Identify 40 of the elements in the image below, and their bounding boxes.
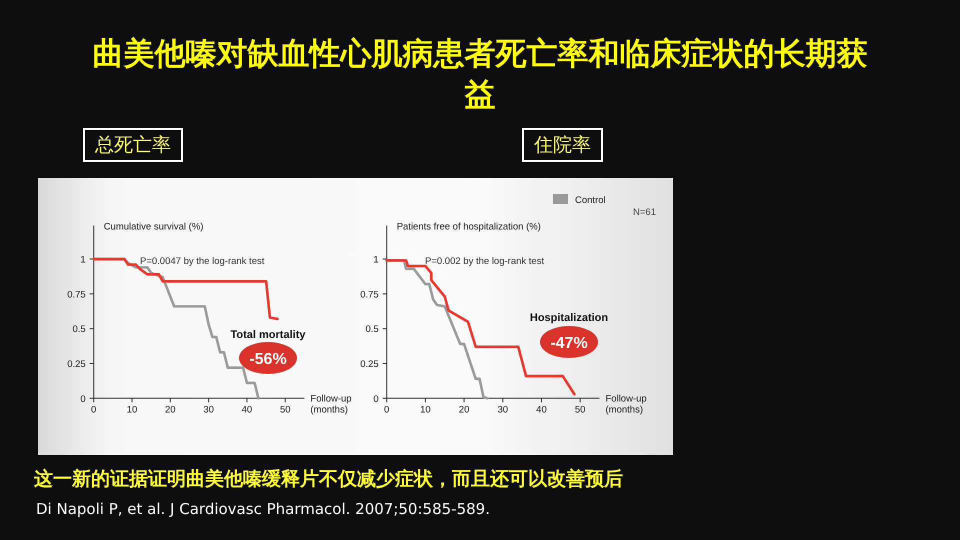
annotation: P=0.002 by the log-rank test bbox=[425, 256, 544, 267]
y-tick-label: 0 bbox=[80, 394, 86, 405]
x-tick-label: 50 bbox=[574, 404, 586, 416]
annotation: -47% bbox=[550, 335, 588, 352]
x-axis-title: Follow-up (months) bbox=[310, 393, 352, 416]
x-tick-label: 20 bbox=[458, 404, 470, 416]
x-tick-label: 0 bbox=[384, 404, 390, 416]
chart-subtitle: 总死亡率 bbox=[83, 128, 183, 162]
y-tick-label: 0.75 bbox=[360, 289, 379, 300]
x-tick-label: 0 bbox=[91, 404, 96, 416]
y-tick-label: 0.5 bbox=[365, 324, 379, 336]
x-tick-label: 30 bbox=[497, 404, 508, 416]
y-tick-label: 1 bbox=[373, 254, 379, 266]
y-tick-label: 0.25 bbox=[67, 358, 86, 370]
x-tick-label: 10 bbox=[420, 404, 431, 416]
x-tick-label: 20 bbox=[165, 404, 176, 416]
text: 这一新的证据证明曲美他嗪缓释片不仅减少症状，而且还可以改善预后 bbox=[34, 467, 623, 492]
annotation: -56% bbox=[249, 351, 287, 368]
y-tick-label: 0 bbox=[373, 394, 379, 405]
text: 曲美他嗪对缺血性心肌病患者死亡率和临床症状的长期获益 bbox=[92, 35, 868, 115]
y-tick-label: 0.5 bbox=[72, 324, 86, 336]
y-tick-label: 0.75 bbox=[67, 289, 86, 300]
y-tick-label: 0.25 bbox=[360, 358, 379, 370]
y-axis-title: Cumulative survival (%) bbox=[104, 222, 204, 233]
x-tick-label: 30 bbox=[203, 404, 214, 416]
x-tick-label: 50 bbox=[280, 404, 291, 416]
line-series bbox=[92, 258, 279, 320]
x-axis-title: Follow-up (months) bbox=[606, 393, 647, 416]
annotation: Hospitalization bbox=[530, 312, 608, 324]
legend-label: Control bbox=[575, 195, 606, 206]
text: N=61 bbox=[633, 207, 656, 218]
y-tick-label: 1 bbox=[80, 254, 86, 266]
annotation: Total mortality bbox=[230, 329, 306, 341]
y-axis-title: Patients free of hospitalization (%) bbox=[396, 222, 541, 233]
x-tick-label: 40 bbox=[536, 404, 547, 416]
text: Di Napoli P, et al. J Cardiovasc Pharmacol. 2007;50:585-589. bbox=[36, 500, 490, 518]
chart-subtitle: 住院率 bbox=[522, 128, 603, 162]
x-tick-label: 10 bbox=[126, 404, 138, 416]
x-tick-label: 40 bbox=[242, 404, 252, 416]
annotation: P=0.0047 by the log-rank test bbox=[140, 256, 265, 267]
